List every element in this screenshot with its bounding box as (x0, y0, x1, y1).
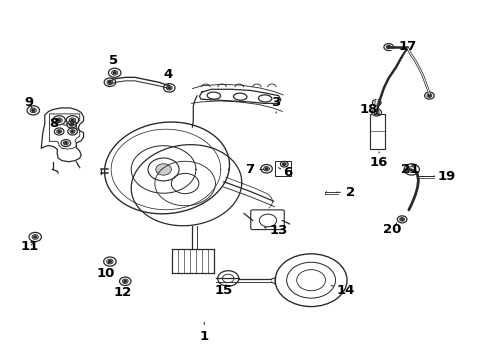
Text: 11: 11 (20, 240, 39, 253)
Circle shape (34, 236, 37, 238)
Text: 20: 20 (383, 223, 402, 236)
Circle shape (168, 87, 171, 89)
Text: 14: 14 (331, 284, 355, 297)
Circle shape (156, 164, 171, 175)
Circle shape (58, 119, 60, 121)
Text: 5: 5 (109, 54, 118, 73)
Text: 4: 4 (164, 68, 173, 85)
Circle shape (124, 280, 126, 282)
Text: 17: 17 (393, 40, 417, 53)
Circle shape (428, 95, 431, 96)
Circle shape (58, 131, 60, 132)
Circle shape (388, 46, 390, 48)
Text: 19: 19 (434, 170, 455, 183)
Text: 15: 15 (214, 284, 233, 297)
Text: 3: 3 (271, 96, 281, 113)
Circle shape (71, 124, 73, 125)
Circle shape (109, 81, 111, 83)
Text: 7: 7 (245, 163, 264, 176)
Circle shape (109, 261, 111, 262)
Circle shape (71, 119, 74, 121)
Text: 2: 2 (337, 186, 355, 199)
Circle shape (32, 109, 35, 111)
Text: 13: 13 (264, 225, 288, 238)
Circle shape (72, 131, 74, 132)
Text: 6: 6 (278, 166, 293, 180)
Text: 10: 10 (97, 263, 115, 280)
Text: 18: 18 (359, 103, 378, 116)
Circle shape (113, 72, 116, 74)
Text: 21: 21 (401, 163, 419, 176)
Circle shape (65, 142, 67, 144)
Text: 8: 8 (49, 117, 68, 130)
Text: 16: 16 (370, 152, 388, 169)
Text: 12: 12 (114, 282, 132, 299)
Circle shape (265, 168, 268, 170)
Circle shape (283, 163, 285, 165)
Circle shape (401, 219, 403, 220)
Text: 1: 1 (200, 323, 209, 343)
Text: 9: 9 (25, 96, 34, 109)
